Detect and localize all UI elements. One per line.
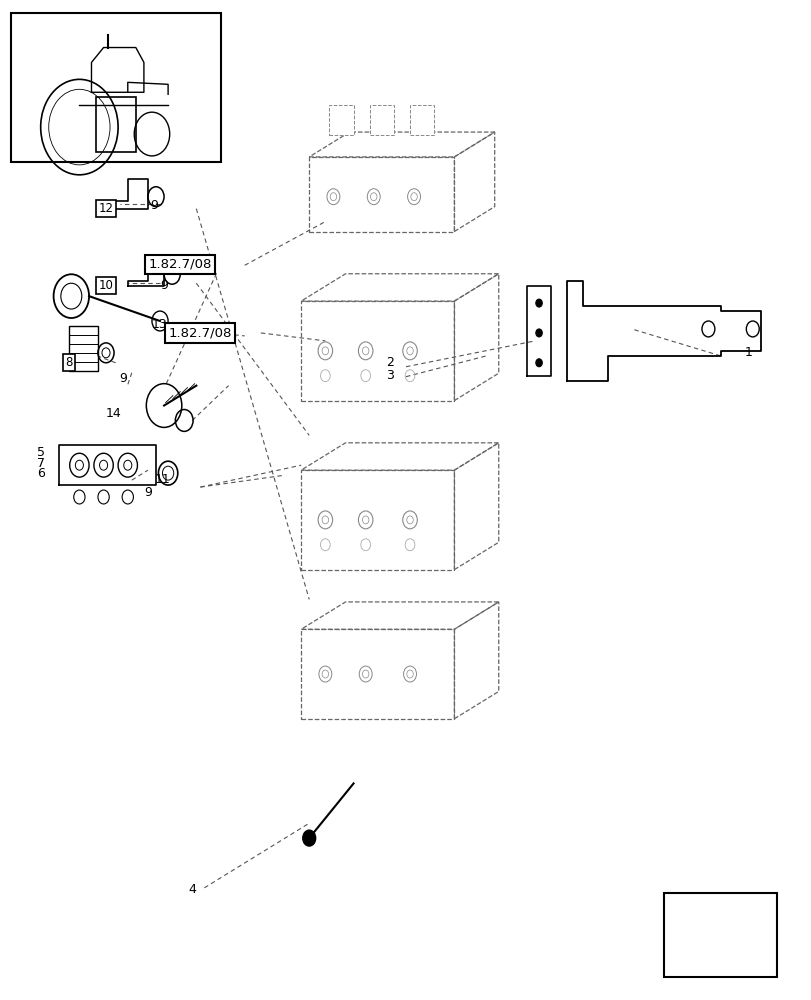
Bar: [329, 105, 353, 135]
Circle shape: [146, 384, 182, 427]
Text: 7: 7: [36, 457, 45, 470]
Text: 1.82.7/08: 1.82.7/08: [169, 326, 232, 339]
Bar: [96, 97, 135, 152]
Text: 9: 9: [150, 199, 158, 212]
Bar: [369, 105, 393, 135]
Circle shape: [535, 359, 542, 367]
Text: 9: 9: [144, 486, 152, 499]
Bar: [69, 326, 98, 371]
Circle shape: [535, 329, 542, 337]
Text: 1.82.7/08: 1.82.7/08: [148, 258, 212, 271]
Bar: [410, 105, 434, 135]
Text: 10: 10: [98, 279, 114, 292]
Text: 5: 5: [36, 446, 45, 459]
Text: 9: 9: [160, 279, 168, 292]
Text: 1: 1: [744, 346, 752, 359]
Circle shape: [303, 830, 315, 846]
Text: 3: 3: [385, 369, 393, 382]
Text: 6: 6: [36, 467, 45, 480]
Bar: [11, 13, 221, 162]
Text: 8: 8: [65, 356, 72, 369]
Text: 11: 11: [154, 473, 170, 486]
Text: 4: 4: [188, 883, 196, 896]
Text: 14: 14: [105, 407, 121, 420]
Text: 13: 13: [152, 318, 168, 331]
Circle shape: [535, 299, 542, 307]
Text: 12: 12: [98, 202, 114, 215]
Text: 2: 2: [385, 356, 393, 369]
Bar: [663, 893, 776, 977]
Text: 9: 9: [119, 372, 127, 385]
